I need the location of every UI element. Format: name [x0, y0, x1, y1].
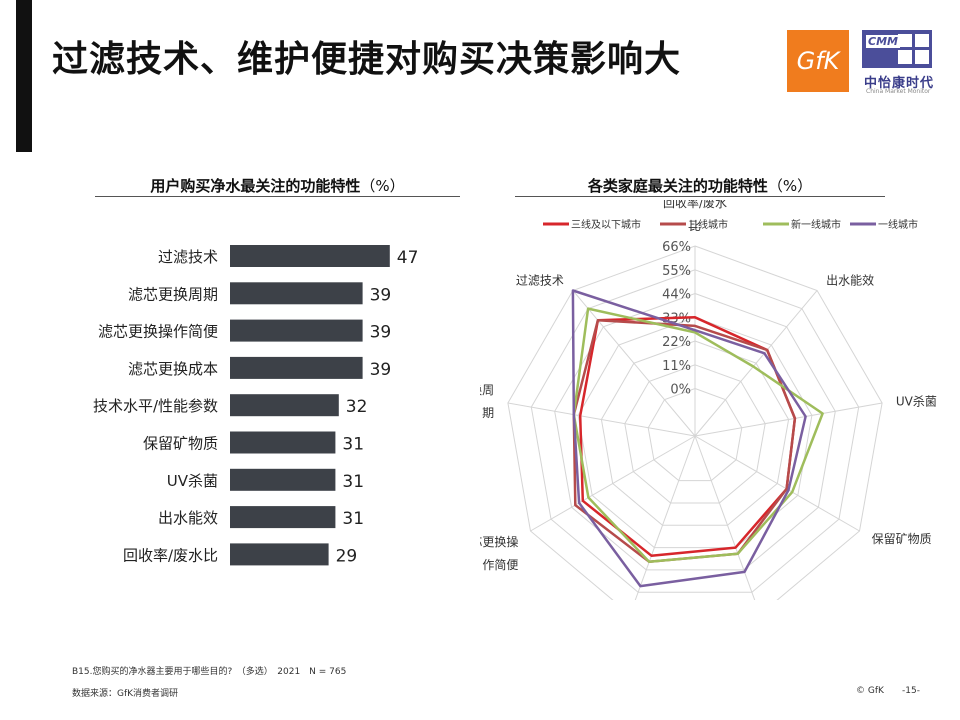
radar-axis-label: 滤芯更换周 — [480, 383, 494, 397]
radar-grid-ring — [507, 245, 883, 600]
radar-grid-ring — [530, 269, 860, 593]
radar-axis-label: 过滤技术 — [516, 274, 564, 288]
radar-spoke — [694, 402, 883, 437]
cmm-logo-en-name: China Market Monitor — [866, 88, 931, 95]
survey-question-note: B15.您购买的净水器主要用于哪些目的? （多选） 2021 N = 765 — [72, 667, 347, 677]
radar-axis-label: 滤芯更换操 — [480, 534, 518, 549]
bar-value-label: 31 — [342, 509, 364, 529]
bar-category-label: 出水能效 — [158, 509, 218, 527]
radar-spoke — [634, 435, 696, 600]
feature-bar-chart: 过滤技术 47 滤芯更换周期 39 滤芯更换操作简便 39 滤芯更换成本 39 技术水平/性能参… — [93, 245, 419, 566]
bar-category-label: 滤芯更换成本 — [128, 360, 218, 378]
page-number: -15- — [902, 686, 920, 696]
bar-category-label: 保留矿物质 — [143, 435, 218, 453]
bar-value-label: 31 — [342, 435, 364, 455]
data-source-note: 数据来源：GfK消费者调研 — [72, 689, 179, 699]
radar-axis-label: UV杀菌 — [896, 394, 937, 409]
radar-axis-label: 作简便 — [482, 558, 518, 572]
left-panel-title: 用户购买净水最关注的功能特性（%） — [95, 175, 460, 196]
bar-value-label: 39 — [370, 360, 392, 380]
cmm-logo: CMM 中怡康时代 China Market Monitor — [858, 30, 936, 95]
bar-value-label: 29 — [336, 546, 358, 566]
radar-spoke — [694, 435, 860, 532]
copyright-text: © GfK — [856, 686, 884, 696]
bar — [230, 394, 339, 417]
bar — [230, 319, 363, 342]
bar-value-label: 47 — [397, 248, 419, 268]
radar-grid-ring — [577, 316, 813, 549]
bar-category-label: 回收率/废水比 — [123, 546, 218, 564]
radar-axis-label: 比 — [689, 219, 701, 233]
legend-item: 二线城市 — [660, 218, 728, 231]
slide-title: 过滤技术、维护便捷对购买决策影响大 — [52, 39, 682, 80]
bar-category-label: 滤芯更换周期 — [128, 285, 218, 303]
radar-grid-ring — [624, 364, 766, 504]
radar-spoke — [507, 402, 696, 437]
bar-category-label: 滤芯更换操作简便 — [98, 323, 218, 341]
bar — [230, 282, 363, 305]
radar-spoke — [572, 290, 696, 437]
bar — [230, 245, 390, 267]
left-panel-title-text: 用户购买净水最关注的功能特性 — [150, 177, 361, 195]
radar-tick-label: 11% — [662, 359, 691, 374]
bar — [230, 356, 363, 379]
bar-value-label: 31 — [342, 472, 364, 492]
right-panel-title-text: 各类家庭最关注的功能特性 — [587, 177, 768, 195]
gfk-logo: GfK — [787, 30, 849, 92]
right-panel-rule — [515, 196, 885, 197]
right-panel-title: 各类家庭最关注的功能特性（%） — [515, 175, 885, 196]
bar-category-label: 过滤技术 — [158, 248, 218, 266]
accent-side-bar — [16, 0, 32, 152]
bar-category-label: UV杀菌 — [167, 472, 218, 490]
left-panel-rule — [95, 196, 460, 197]
radar-tick-label: 55% — [662, 264, 691, 279]
bar — [230, 506, 336, 529]
bar-value-label: 39 — [370, 323, 392, 343]
bar-value-label: 32 — [346, 397, 368, 417]
radar-spoke — [694, 290, 818, 437]
radar-tick-label: 0% — [670, 383, 691, 398]
legend-item: 三线及以下城市 — [543, 218, 641, 231]
right-panel-unit: （%） — [767, 177, 813, 195]
left-panel-unit: （%） — [360, 177, 405, 195]
bar — [230, 543, 329, 566]
legend-label: 新一线城市 — [791, 218, 841, 231]
radar-spoke — [530, 435, 696, 532]
legend-label: 三线及以下城市 — [571, 218, 641, 231]
radar-axis-label: 出水能效 — [826, 273, 874, 288]
cmm-logo-cn-name: 中怡康时代 — [864, 76, 935, 91]
bar — [230, 468, 336, 491]
radar-axis-label: 保留矿物质 — [872, 532, 932, 546]
bar-category-label: 技术水平/性能参数 — [93, 397, 218, 415]
radar-tick-label: 66% — [662, 240, 691, 255]
radar-series-line — [571, 289, 807, 588]
legend-label: 二线城市 — [688, 218, 728, 231]
radar-grid-ring — [647, 387, 743, 482]
radar-tick-label: 22% — [662, 335, 691, 350]
legend-label: 一线城市 — [878, 218, 918, 231]
household-radar-chart: 回收率/废水比出水能效UV杀菌保留矿物质技术水平/性能参数滤芯更换成本滤芯更换操… — [480, 200, 937, 600]
radar-grid-ring — [600, 340, 790, 526]
cmm-logo-text: CMM — [866, 35, 900, 48]
legend-item: 新一线城市 — [763, 218, 841, 231]
radar-spoke — [694, 435, 756, 600]
bar-value-label: 39 — [370, 285, 392, 305]
radar-axis-label: 期 — [482, 406, 494, 420]
radar-axis-label: 回收率/废水 — [663, 200, 727, 210]
radar-tick-label: 44% — [662, 288, 691, 303]
legend-item: 一线城市 — [850, 218, 918, 231]
bar — [230, 431, 336, 454]
